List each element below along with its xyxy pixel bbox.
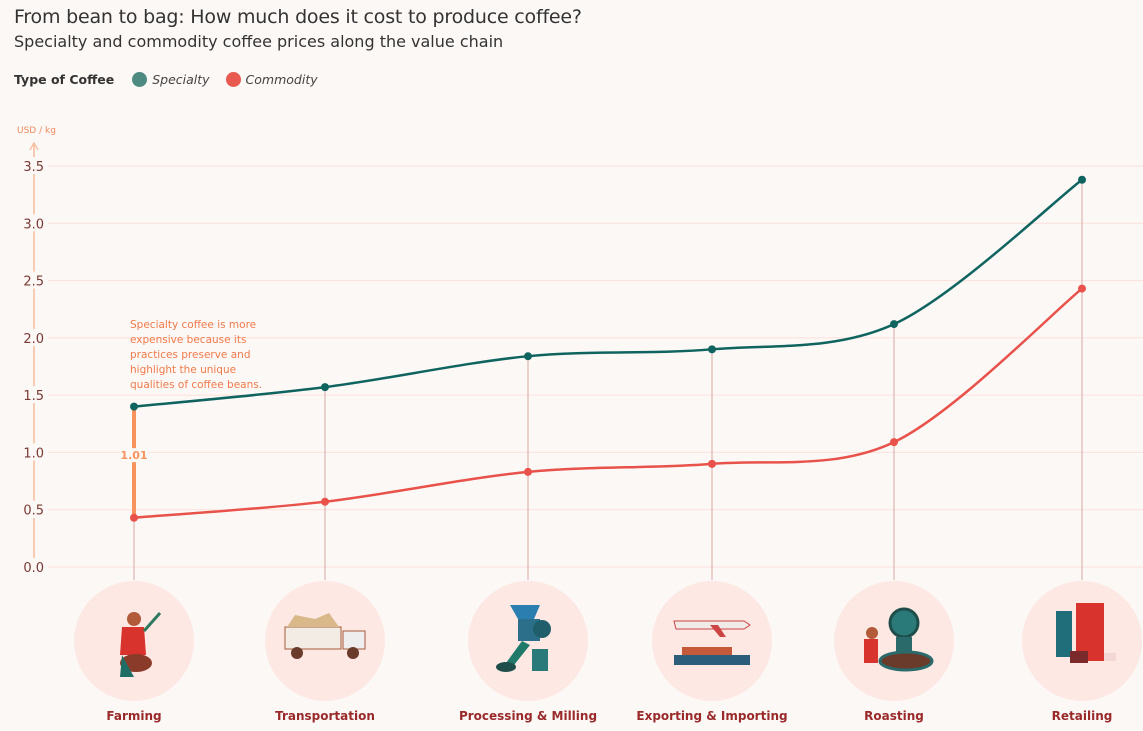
containers bbox=[682, 647, 732, 655]
coffee-packet bbox=[1104, 653, 1116, 661]
legend-item-commodity[interactable]: Commodity bbox=[225, 72, 318, 87]
hopper bbox=[510, 605, 540, 619]
tick-bg bbox=[20, 214, 48, 232]
legend-item-specialty[interactable]: Specialty bbox=[132, 72, 210, 87]
stage-illustration bbox=[864, 607, 934, 672]
stage-label: Farming bbox=[106, 709, 161, 723]
annotation-text: Specialty coffee is more expensive becaus… bbox=[130, 319, 262, 391]
stage-illustration bbox=[1056, 603, 1116, 663]
stage-illustration bbox=[120, 612, 162, 677]
tick-bg bbox=[20, 157, 48, 174]
chute bbox=[506, 641, 530, 665]
specialty-point bbox=[708, 345, 716, 354]
tick-bg bbox=[20, 328, 48, 346]
mill-wheel bbox=[533, 620, 551, 638]
specialty-point bbox=[1078, 175, 1086, 184]
annotation-line: highlight the unique bbox=[130, 364, 236, 376]
commodity-point bbox=[130, 513, 138, 522]
worker-body bbox=[864, 639, 878, 663]
annotation-line: practices preserve and bbox=[130, 349, 251, 361]
skirt bbox=[120, 655, 134, 677]
page-title: From bean to bag: How much does it cost … bbox=[14, 6, 582, 28]
commodity-dot-icon bbox=[225, 72, 241, 87]
specialty-point bbox=[524, 352, 532, 361]
cooling-tray bbox=[878, 650, 934, 672]
branch bbox=[142, 612, 162, 632]
bowl bbox=[496, 662, 516, 672]
commodity-point bbox=[321, 497, 329, 506]
roaster-drum bbox=[888, 607, 920, 639]
cargo bbox=[287, 613, 339, 627]
y-tick-label: 3.5 bbox=[23, 160, 44, 175]
y-axis-label: USD / kg bbox=[17, 126, 56, 136]
roaster-body bbox=[896, 637, 912, 653]
truck-cab bbox=[342, 630, 366, 650]
difference-label-bg bbox=[120, 448, 148, 463]
y-tick-label: 1.0 bbox=[23, 446, 44, 461]
wheel bbox=[347, 647, 359, 659]
tick-bg bbox=[20, 558, 48, 575]
page-subtitle: Specialty and commodity coffee prices al… bbox=[14, 32, 504, 51]
y-tick-label: 2.0 bbox=[23, 332, 44, 347]
coffee-box bbox=[1070, 651, 1088, 663]
legend-title: Type of Coffee bbox=[14, 72, 115, 87]
annotation-line: qualities of coffee beans. bbox=[130, 379, 262, 391]
specialty-dot-icon bbox=[132, 72, 148, 87]
commodity-point bbox=[1078, 284, 1086, 293]
y-tick-label: 0.0 bbox=[23, 561, 44, 576]
truck-bed bbox=[284, 626, 342, 650]
specialty-line bbox=[133, 178, 1083, 408]
legend-label: Commodity bbox=[245, 72, 318, 87]
y-tick-label: 3.0 bbox=[23, 217, 44, 232]
tick-bg bbox=[20, 271, 48, 289]
tick-bg bbox=[20, 443, 48, 461]
ship-hull bbox=[674, 655, 750, 665]
difference-label: 1.01 bbox=[120, 449, 147, 462]
y-tick-label: 1.5 bbox=[23, 389, 44, 404]
stage-circle bbox=[652, 581, 772, 701]
tick-bg bbox=[20, 500, 48, 518]
legend-label: Specialty bbox=[152, 72, 210, 87]
stage-label: Processing & Milling bbox=[459, 709, 597, 723]
stage-illustration bbox=[284, 613, 366, 659]
stage-illustration bbox=[496, 605, 551, 672]
annotation-line: expensive because its bbox=[130, 334, 246, 346]
stage-label: Retailing bbox=[1052, 709, 1113, 723]
stage-circle bbox=[834, 581, 954, 701]
stage-label: Transportation bbox=[275, 709, 375, 723]
stage-illustration bbox=[673, 620, 751, 665]
worker-head bbox=[866, 627, 878, 639]
annotation-line: Specialty coffee is more bbox=[130, 319, 256, 331]
commodity-line bbox=[133, 287, 1083, 519]
wheel bbox=[291, 647, 303, 659]
specialty-point bbox=[890, 320, 898, 329]
head bbox=[127, 612, 141, 626]
specialty-point bbox=[130, 402, 138, 411]
legend: Type of Coffee Specialty Commodity bbox=[14, 72, 334, 87]
y-tick-label: 0.5 bbox=[23, 504, 44, 519]
specialty-point bbox=[321, 383, 329, 392]
bin bbox=[532, 649, 548, 671]
commodity-point bbox=[890, 438, 898, 447]
arrow-up-icon bbox=[29, 141, 39, 151]
commodity-point bbox=[524, 467, 532, 476]
coffee-bag-teal bbox=[1056, 611, 1072, 657]
body bbox=[120, 627, 146, 655]
airplane-wing bbox=[710, 625, 726, 637]
tick-bg bbox=[20, 386, 48, 404]
stage-label: Exporting & Importing bbox=[636, 709, 787, 723]
commodity-point bbox=[708, 459, 716, 468]
stage-label: Roasting bbox=[864, 709, 924, 723]
y-tick-label: 2.5 bbox=[23, 275, 44, 290]
